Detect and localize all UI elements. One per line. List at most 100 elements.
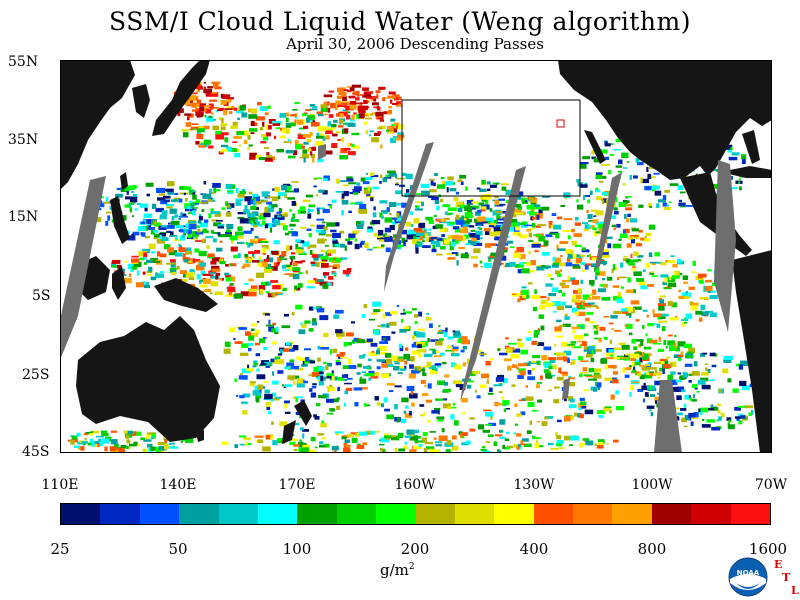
cloud-cell (299, 206, 306, 211)
cloud-cell (593, 231, 598, 237)
cloud-cell (531, 295, 540, 300)
cloud-cell (488, 259, 491, 262)
cloud-cell (279, 421, 288, 427)
cloud-cell (535, 225, 541, 228)
cloud-cell (536, 382, 542, 384)
cloud-cell (255, 353, 261, 357)
cloud-cell (397, 358, 405, 362)
cloud-cell (89, 438, 94, 443)
cloud-cell (409, 435, 418, 441)
cloud-cell (143, 252, 148, 258)
cloud-cell (636, 371, 642, 377)
cloud-cell (469, 234, 475, 238)
cloud-cell (397, 359, 401, 363)
cloud-cell (136, 282, 145, 288)
cloud-cell (243, 209, 250, 214)
cloud-cell (324, 443, 330, 448)
cloud-cell (248, 291, 257, 297)
cloud-cell (451, 242, 456, 247)
cloud-cell (416, 368, 426, 371)
cloud-cell (294, 115, 298, 119)
cloud-cell (630, 358, 636, 362)
cloud-cell (142, 218, 147, 222)
cloud-cell (674, 335, 677, 338)
cloud-cell (160, 200, 168, 205)
cloud-cell (168, 250, 177, 256)
cloud-cell (443, 388, 451, 392)
cloud-cell (366, 404, 371, 407)
cloud-cell (416, 232, 425, 237)
cloud-cell (247, 147, 250, 150)
cloud-cell (580, 279, 584, 285)
cloud-cell (170, 221, 180, 225)
cloud-cell (346, 86, 352, 88)
cloud-cell (596, 445, 604, 449)
cloud-cell (613, 227, 616, 231)
cloud-cell (326, 398, 334, 403)
cloud-cell (84, 438, 87, 440)
cloud-cell (583, 228, 589, 232)
cloud-cell (237, 253, 241, 259)
cloud-cell (356, 372, 361, 375)
cloud-cell (290, 259, 293, 263)
colorbar-label-200: 200 (400, 540, 430, 558)
cloud-cell (680, 191, 686, 194)
cloud-cell (679, 375, 685, 380)
cloud-cell (588, 378, 597, 381)
cloud-cell (481, 198, 487, 202)
cloud-cell (308, 374, 313, 376)
cloud-cell (90, 431, 95, 433)
cloud-cell (644, 238, 651, 242)
cloud-cell (248, 251, 255, 254)
cloud-cell (376, 246, 385, 249)
cloud-cell (164, 439, 168, 443)
cloud-cell (212, 83, 219, 88)
cloud-cell (287, 197, 295, 200)
noaa-logo[interactable]: NOAA (728, 557, 768, 597)
cloud-cell (374, 132, 381, 136)
cloud-cell (393, 128, 398, 133)
cloud-cell (403, 353, 410, 360)
cloud-cell (396, 416, 400, 423)
cloud-cell (421, 245, 431, 248)
cloud-cell (307, 115, 316, 120)
cloud-cell (692, 384, 698, 389)
cloud-cell (450, 362, 456, 368)
cloud-cell (397, 372, 403, 374)
cloud-cell (696, 391, 700, 393)
cloud-cell (479, 188, 487, 192)
cloud-cell (424, 385, 427, 387)
cloud-cell (650, 271, 654, 273)
cloud-cell (427, 337, 430, 343)
cloud-cell (314, 416, 320, 420)
cloud-cell (570, 435, 579, 441)
cloud-cell (563, 218, 573, 221)
cloud-cell (590, 263, 600, 268)
cloud-cell (267, 105, 271, 109)
cloud-cell (394, 183, 399, 186)
cloud-cell (322, 283, 329, 289)
cloud-cell (204, 219, 209, 223)
cloud-cell (272, 341, 277, 345)
cloud-cell (281, 325, 291, 329)
cloud-cell (367, 186, 371, 192)
cloud-cell (403, 445, 408, 450)
cloud-cell (566, 382, 576, 387)
cloud-cell (499, 352, 508, 356)
cloud-cell (604, 141, 608, 146)
cloud-cell (335, 329, 343, 334)
cloud-cell (488, 422, 497, 426)
cloud-cell (574, 222, 582, 226)
cloud-cell (211, 200, 216, 202)
cloud-cell (451, 445, 459, 451)
cloud-cell (389, 212, 392, 215)
cloud-cell (321, 437, 327, 440)
cloud-cell (217, 224, 224, 229)
cloud-cell (276, 149, 284, 153)
cloud-cell (499, 436, 506, 439)
cloud-cell (167, 247, 174, 253)
cloud-cell (178, 108, 184, 113)
cloud-cell (505, 337, 509, 340)
cloud-cell (368, 352, 378, 356)
cloud-cell (292, 213, 296, 219)
